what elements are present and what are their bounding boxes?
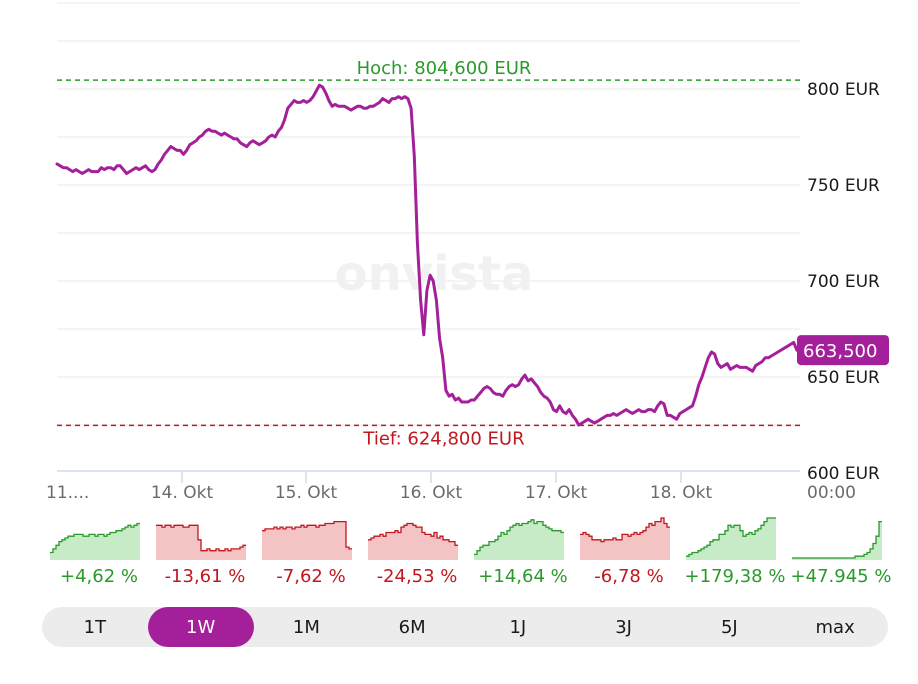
mini-chart[interactable]: -6,78 %: [576, 514, 682, 587]
x-tick-label: 18. Okt: [650, 483, 713, 500]
mini-chart-graphic: [580, 517, 670, 560]
high-label: Hoch: 804,600 EUR: [357, 58, 532, 79]
performance-mini-charts: +4,62 % -13,61 % -7,62 % -24,53 % +14,64 % -6…: [46, 514, 892, 590]
mini-chart-change: +47.945 %: [790, 566, 892, 587]
price-line: [55, 83, 802, 427]
mini-chart[interactable]: +4,62 %: [46, 514, 152, 587]
range-button-1t[interactable]: 1T: [83, 616, 107, 638]
mini-chart-change: +4,62 %: [60, 566, 138, 587]
last-price-label: 663,500: [803, 341, 877, 362]
mini-chart-graphic: [156, 524, 246, 560]
mini-chart-change: +179,38 %: [684, 566, 786, 587]
mini-chart-change: -24,53 %: [376, 566, 458, 587]
x-axis-labels: 11.... 14. Okt 15. Okt 16. Okt 17. Okt 18. Ok…: [46, 483, 856, 500]
mini-chart[interactable]: +14,64 %: [470, 514, 576, 587]
x-tick-label: 15. Okt: [275, 483, 338, 500]
x-tick-label: 00:00: [807, 483, 856, 500]
last-price-badge: 663,500: [797, 335, 889, 366]
mini-chart-change: -6,78 %: [594, 566, 664, 587]
mini-chart[interactable]: -24,53 %: [364, 514, 470, 587]
low-label: Tief: 624,800 EUR: [362, 428, 524, 449]
mini-chart-change: -13,61 %: [164, 566, 246, 587]
range-button-6m[interactable]: 6M: [398, 616, 426, 638]
range-button-1j[interactable]: 1J: [509, 616, 527, 638]
time-range-selector: 1T 1W 1M 6M 1J 3J 5J max: [42, 607, 888, 647]
y-tick-label: 800 EUR: [807, 80, 880, 100]
range-button-5j[interactable]: 5J: [720, 616, 738, 638]
mini-chart[interactable]: +47.945 %: [788, 514, 894, 587]
x-tick-label: 16. Okt: [400, 483, 463, 500]
mini-chart-graphic: [262, 520, 352, 560]
x-tick-label: 14. Okt: [151, 483, 214, 500]
x-tick-label: 11....: [46, 483, 89, 500]
mini-chart-graphic: [792, 520, 882, 560]
mini-chart-change: +14,64 %: [478, 566, 568, 587]
x-tick-label: 17. Okt: [525, 483, 588, 500]
mini-chart[interactable]: +179,38 %: [682, 514, 788, 587]
mini-chart-change: -7,62 %: [276, 566, 346, 587]
mini-chart-graphic: [368, 522, 458, 560]
y-tick-label: 750 EUR: [807, 176, 880, 196]
y-tick-label: 650 EUR: [807, 368, 880, 388]
range-button-max[interactable]: max: [815, 616, 855, 638]
range-button-1w[interactable]: 1W: [147, 607, 254, 647]
mini-chart[interactable]: -7,62 %: [258, 514, 364, 587]
mini-chart-graphic: [686, 517, 776, 560]
range-button-3j[interactable]: 3J: [615, 616, 632, 638]
y-tick-label: 600 EUR: [807, 464, 880, 484]
y-axis-labels: 600 EUR 650 EUR 700 EUR 750 EUR 800 EUR: [807, 80, 880, 484]
mini-chart[interactable]: -13,61 %: [152, 514, 258, 587]
mini-chart-graphic: [50, 522, 140, 560]
y-tick-label: 700 EUR: [807, 272, 880, 292]
range-button-1m[interactable]: 1M: [292, 616, 320, 638]
mini-chart-graphic: [474, 519, 564, 560]
